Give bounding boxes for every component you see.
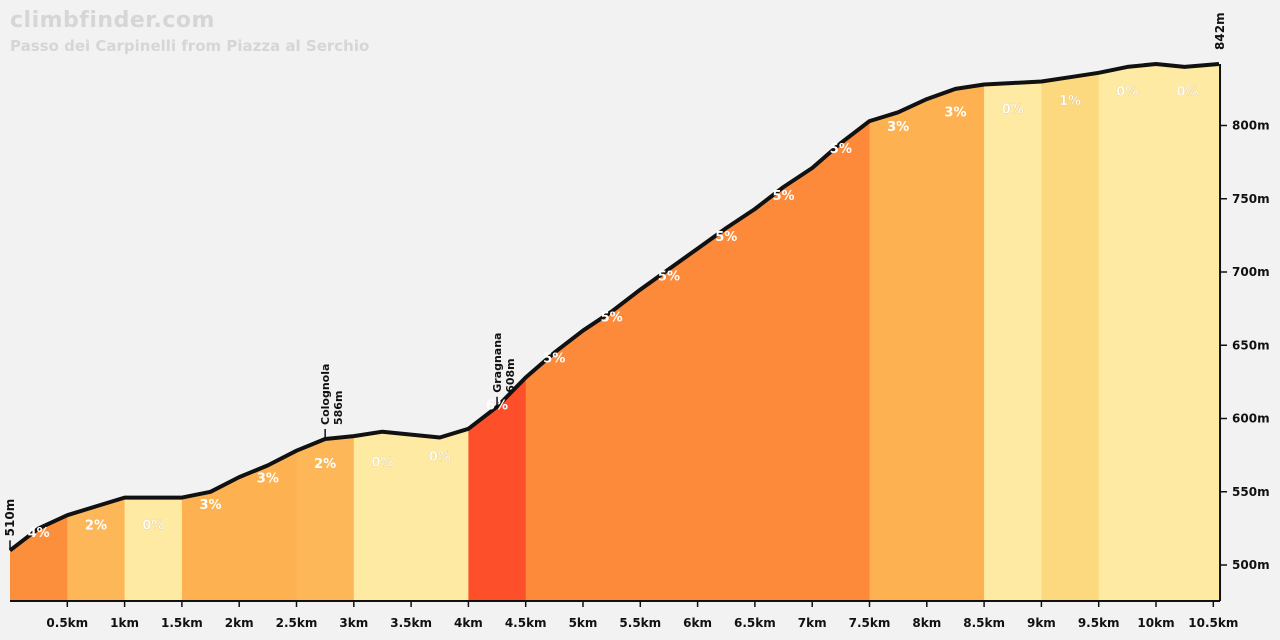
waypoint-elevation: 608m [504, 358, 517, 392]
grade-label-14: 5% [773, 189, 795, 204]
profile-line [8, 62, 1220, 552]
grade-label-19: 1% [1059, 94, 1081, 109]
grade-segment-8 [411, 64, 469, 601]
grade-label-8: 0% [429, 450, 451, 465]
y-tick-label: 700m [1232, 265, 1270, 279]
grade-segment-5 [239, 64, 297, 601]
grade-segment-17 [926, 64, 985, 601]
x-tick-label: 10km [1137, 616, 1174, 630]
grade-segment-20 [1098, 64, 1157, 601]
grade-segment-16 [869, 64, 928, 601]
y-tick-label: 800m [1232, 119, 1270, 133]
grade-label-11: 5% [601, 311, 623, 326]
x-tick-label: 4km [454, 616, 483, 630]
y-tick-label: 600m [1232, 412, 1270, 426]
x-tick-label: 6km [683, 616, 712, 630]
end-elevation-label: 842m [1213, 12, 1227, 50]
grade-label-17: 3% [944, 105, 966, 120]
waypoint-name: Gragnana [491, 333, 504, 393]
x-tick-label: 1km [110, 616, 139, 630]
y-tick-label: 500m [1232, 558, 1270, 572]
waypoint-elevation: 586m [332, 391, 345, 425]
grade-label-10: 5% [543, 352, 565, 367]
grade-label-15: 5% [830, 142, 852, 157]
x-tick-label: 8km [912, 616, 941, 630]
axes: 0.5km 1km 1.5km 2km 2.5km 3km 3.5km 4km 4.5km 5km… [3, 12, 1270, 630]
grade-segment-13 [697, 64, 756, 601]
grade-segment-21 [1156, 64, 1219, 601]
x-tick-label: 2.5km [276, 616, 318, 630]
y-tick-label: 550m [1232, 485, 1270, 499]
grade-label-12: 5% [658, 270, 680, 285]
y-tick-label: 650m [1232, 338, 1270, 352]
brand-logo-text: climbfinder.com [10, 8, 215, 33]
grade-labels: 4%2% 0%3%3%2% 0% 0%6%5%5%5%5%5%5%3%3% 0%1%0%… [28, 85, 1199, 541]
grade-label-7: 0% [371, 456, 393, 471]
grade-segment-12 [640, 64, 699, 601]
grade-label-5: 3% [257, 472, 279, 487]
x-tick-label: 0.5km [46, 616, 88, 630]
x-tick-label: 3.5km [390, 616, 432, 630]
grade-label-3: 0% [142, 519, 164, 534]
start-elevation-label: 510m [3, 499, 17, 537]
x-tick-label: 8.5km [963, 616, 1005, 630]
grade-segment-19 [1041, 64, 1100, 601]
x-tick-label: 3km [339, 616, 368, 630]
x-tick-label: 4.5km [505, 616, 547, 630]
x-tick-label: 5.5km [619, 616, 661, 630]
x-tick-label: 5km [569, 616, 598, 630]
grade-label-21: 0% [1176, 85, 1198, 100]
grade-segment-11 [583, 64, 641, 601]
x-tick-label: 2km [225, 616, 254, 630]
x-tick-label: 10.5km [1188, 616, 1238, 630]
grade-label-2: 2% [85, 519, 107, 534]
grade-label-18: 0% [1002, 103, 1024, 118]
x-tick-label: 9.5km [1078, 616, 1120, 630]
grade-label-6: 2% [314, 457, 336, 472]
x-tick-label: 1.5km [161, 616, 203, 630]
grade-label-13: 5% [715, 230, 737, 245]
waypoint-name: Colognola [319, 364, 332, 425]
grade-segment-1 [10, 64, 68, 601]
waypoints: Colognola 586m Gragnana 608m [319, 333, 517, 440]
x-tick-label: 7km [798, 616, 827, 630]
grade-segment-14 [754, 64, 813, 601]
grade-label-20: 0% [1116, 85, 1138, 100]
grade-segment-3 [124, 64, 183, 601]
grade-segment-10 [525, 64, 584, 601]
grade-label-1: 4% [28, 526, 50, 541]
grade-segments [10, 64, 1219, 601]
grade-label-16: 3% [887, 120, 909, 135]
grade-label-4: 3% [200, 498, 222, 513]
chart-title: Passo dei Carpinelli from Piazza al Serc… [10, 37, 370, 55]
x-tick-label: 9km [1027, 616, 1056, 630]
grade-segment-7 [353, 64, 412, 601]
x-tick-label: 7.5km [849, 616, 891, 630]
grade-segment-15 [812, 64, 870, 601]
x-tick-label: 6.5km [734, 616, 776, 630]
y-tick-label: 750m [1232, 192, 1270, 206]
grade-segment-6 [296, 64, 355, 601]
grade-segment-18 [984, 64, 1042, 601]
grade-segment-9 [468, 64, 527, 601]
